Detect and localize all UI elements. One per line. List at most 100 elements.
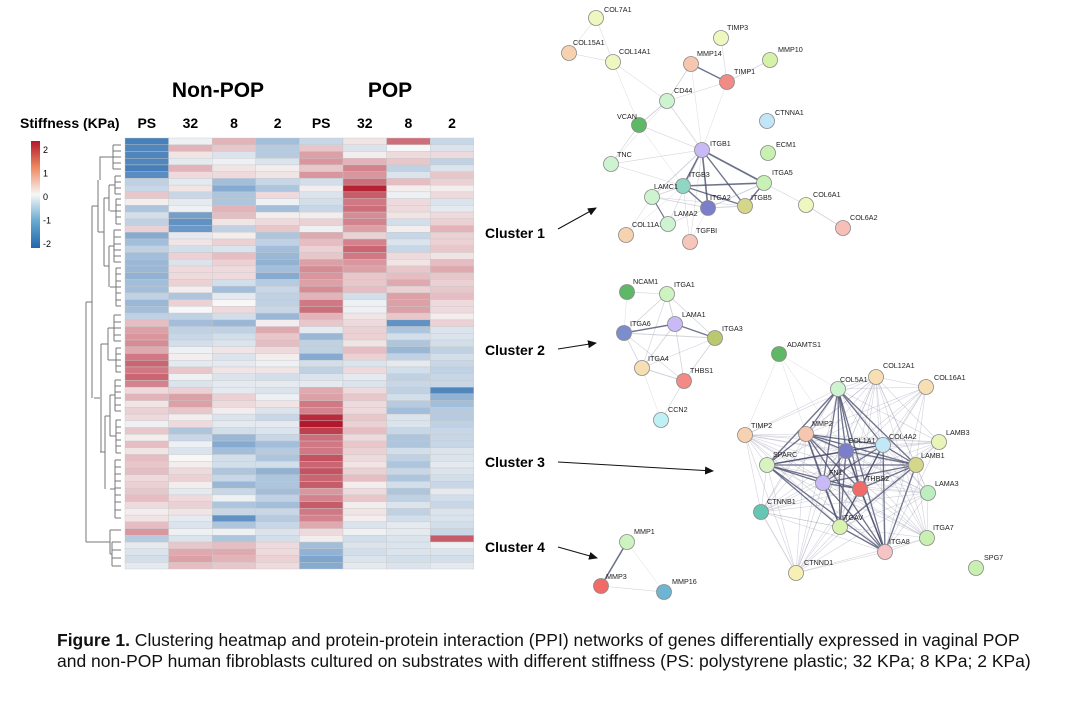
heatmap-cell	[211, 501, 256, 509]
network-edge	[839, 450, 847, 528]
heatmap-cell	[299, 299, 344, 307]
heatmap-cell	[342, 144, 387, 152]
heatmap-cell	[342, 393, 387, 401]
heatmap-cell	[124, 360, 169, 368]
heatmap-cell	[386, 178, 431, 186]
network-edge	[707, 182, 765, 209]
heatmap-cell	[211, 259, 256, 267]
heatmap-cell	[255, 171, 300, 179]
heatmap-cell	[168, 380, 213, 388]
heatmap-cell	[255, 157, 300, 166]
network-node: COL5A1	[830, 375, 868, 397]
network-edge	[875, 376, 917, 466]
heatmap-cell	[168, 137, 213, 145]
heatmap-cell	[211, 447, 256, 455]
heatmap-cell	[342, 225, 387, 233]
network-node: COL15A1	[561, 38, 605, 61]
heatmap-cell	[430, 178, 475, 186]
node-circle	[759, 457, 775, 473]
heatmap-cell	[168, 265, 213, 273]
heatmap-cell	[386, 285, 431, 294]
heatmap-cell	[124, 400, 169, 408]
heatmap-cell	[255, 272, 300, 280]
heatmap-cell	[255, 407, 300, 415]
heatmap-cell	[299, 252, 344, 260]
node-label: LAMA2	[674, 209, 698, 218]
heatmap-cell	[430, 481, 475, 489]
heatmap-cell	[386, 508, 431, 516]
network-edge	[822, 388, 839, 484]
column-headers: PS 32 8 2 PS 32 8 2	[137, 115, 456, 131]
heatmap-cell	[168, 346, 213, 354]
network-edge	[760, 388, 839, 513]
heatmap-cell	[168, 285, 213, 294]
heatmap-cell	[124, 346, 169, 354]
network-node: SPG7	[968, 553, 1003, 576]
heatmap-cell	[342, 413, 387, 422]
network-edge	[623, 323, 676, 334]
node-circle	[798, 197, 814, 213]
heatmap-cell	[430, 252, 475, 260]
heatmap-cell	[342, 555, 387, 563]
heatmap-cell	[386, 333, 431, 341]
node-label: COL15A1	[573, 38, 605, 47]
node-circle	[634, 360, 650, 376]
node-label: SPARC	[773, 450, 797, 459]
heatmap-cell	[342, 299, 387, 307]
heatmap-cell	[124, 366, 169, 374]
heatmap-cell	[124, 245, 169, 253]
heatmap-cell	[124, 184, 169, 193]
heatmap-cell	[342, 157, 387, 166]
heatmap-cell	[168, 481, 213, 489]
network-node: TGFBI	[682, 226, 717, 250]
heatmap-cell	[299, 508, 344, 516]
heatmap-cell	[168, 440, 213, 448]
heatmap-cell	[430, 218, 475, 226]
network-edge	[822, 482, 886, 553]
heatmap-cell	[211, 157, 256, 166]
network-edge	[766, 464, 797, 574]
heatmap-cell	[168, 292, 213, 300]
network-edge	[766, 433, 807, 466]
network-edge	[837, 388, 928, 539]
network-edge	[839, 526, 928, 539]
heatmap-cell	[299, 137, 344, 145]
network-node: LAMA2	[660, 209, 698, 232]
heatmap-cell	[430, 474, 475, 482]
network-edge	[744, 434, 886, 553]
heatmap-cell	[168, 494, 213, 502]
heatmap-cell	[299, 541, 344, 549]
heatmap-cell	[299, 407, 344, 415]
network-edge	[760, 488, 861, 513]
network-node: ECM1	[760, 140, 796, 161]
node-label: COL11A1	[632, 220, 663, 229]
network-node: CD44	[659, 86, 692, 109]
heatmap-cell	[211, 292, 256, 300]
heatmap-cell	[255, 461, 300, 469]
node-circle	[762, 52, 778, 68]
heatmap-cell	[124, 238, 169, 246]
network-edge	[760, 511, 841, 528]
heatmap-cell	[430, 238, 475, 246]
network-node: LAMB1	[908, 451, 945, 473]
heatmap-cell	[255, 562, 300, 570]
heatmap-cell	[299, 292, 344, 300]
heatmap-cell	[342, 191, 387, 199]
heatmap-cell	[168, 420, 213, 428]
node-label: TIMP2	[751, 421, 772, 430]
network-node: ITGB3	[675, 170, 710, 194]
heatmap-cell	[386, 218, 431, 226]
heatmap-cell	[211, 232, 256, 240]
heatmap-cell	[211, 413, 256, 422]
network-edge	[795, 433, 807, 574]
network-edge	[744, 434, 841, 528]
heatmap-cell	[211, 312, 256, 321]
stiffness-label: Stiffness (KPa)	[20, 115, 120, 131]
heatmap-cell	[124, 501, 169, 509]
heatmap-cell	[299, 157, 344, 166]
heatmap-cell	[211, 494, 256, 502]
heatmap-cell	[255, 366, 300, 374]
heatmap-cell	[124, 144, 169, 152]
node-circle	[908, 457, 924, 473]
heatmap-cell	[430, 306, 475, 314]
